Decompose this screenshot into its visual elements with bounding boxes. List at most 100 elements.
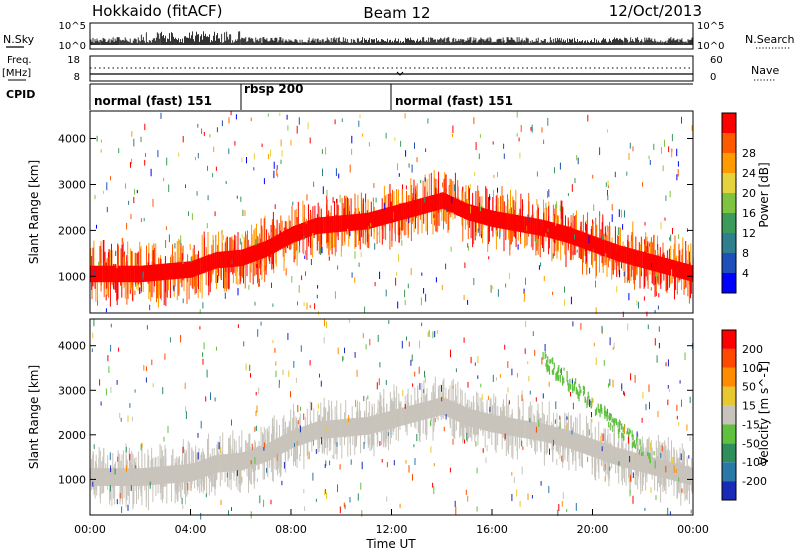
velocity-echo [327,420,330,439]
velocity-echo [620,424,623,430]
power-echo [408,163,410,168]
power-echo [307,220,310,238]
power-echo [472,208,474,248]
velocity-echo [363,441,365,449]
velocity-echo [511,368,513,376]
power-echo [132,278,134,302]
power-echo [628,248,631,265]
power-echo [488,224,490,242]
power-echo [662,165,664,172]
power-echo [326,218,328,249]
velocity-echo [604,443,607,462]
velocity-echo [512,418,515,437]
velocity-echo [267,431,269,454]
power-echo [507,194,508,222]
power-echo [221,229,223,267]
power-echo [240,196,242,202]
velocity-echo [621,432,623,438]
velocity-echo [623,390,625,395]
velocity-echo [454,500,456,507]
power-echo [341,198,343,224]
power-echo [423,197,426,214]
power-echo [618,209,620,217]
power-echo [471,205,475,222]
velocity-echo [144,467,147,486]
power-echo [135,252,137,274]
power-echo [500,196,501,213]
velocity-echo [618,430,620,439]
power-echo [606,250,608,277]
power-echo [156,265,157,303]
power-echo [473,278,475,286]
power-echo [435,193,438,211]
power-echo [396,190,398,216]
velocity-echo [508,421,509,455]
velocity-echo [429,400,432,418]
velocity-echo [383,412,386,431]
power-echo [254,244,257,261]
velocity-echo [556,427,559,446]
velocity-echo [561,455,563,462]
power-echo [180,242,182,275]
power-echo [240,249,243,267]
velocity-echo [574,381,576,388]
velocity-echo [433,409,435,432]
velocity-echo [452,385,454,389]
velocity-echo [432,331,434,339]
velocity-echo [639,438,641,446]
power-echo [126,222,128,230]
power-echo [362,225,364,244]
velocity-echo [679,448,681,480]
velocity-echo [567,380,569,386]
velocity-echo [467,381,469,388]
power-echo [551,223,553,262]
power-echo [556,223,559,241]
velocity-echo [349,418,352,437]
velocity-echo [132,468,135,486]
velocity-echo [492,414,495,433]
velocity-echo [566,430,569,448]
velocity-echo [341,419,344,437]
velocity-echo [642,391,644,399]
velocity-echo [634,375,636,383]
velocity-echo [675,468,677,473]
velocity-echo [145,366,147,372]
velocity-echo [534,349,536,356]
power-echo [670,259,674,277]
power-echo [210,264,212,284]
velocity-echo [600,403,602,412]
power-echo [264,215,266,254]
power-echo [345,198,347,232]
power-echo [207,195,209,201]
power-echo [680,262,684,279]
power-echo [150,271,152,302]
velocity-echo [236,470,238,477]
velocity-echo [572,402,574,410]
velocity-echo [99,481,101,504]
power-echo [303,237,304,254]
power-echo [345,214,348,232]
velocity-echo [470,420,472,438]
velocity-echo [237,457,239,491]
velocity-echo [141,468,143,506]
power-echo [148,265,151,282]
velocity-echo [379,399,381,421]
velocity-echo [606,444,609,463]
velocity-echo [391,397,393,417]
power-echo [601,222,603,248]
power-echo [497,289,499,297]
velocity-echo [162,466,165,485]
velocity-echo [413,404,416,423]
velocity-echo [445,398,448,417]
power-echo [564,299,565,306]
power-echo [276,165,278,170]
velocity-echo [551,358,553,363]
power-echo [664,217,666,221]
velocity-echo [496,415,499,434]
velocity-echo [402,389,404,397]
velocity-echo [543,413,545,434]
velocity-echo [210,392,211,400]
power-echo [423,288,425,294]
velocity-echo [315,498,317,502]
power-echo [554,223,557,240]
